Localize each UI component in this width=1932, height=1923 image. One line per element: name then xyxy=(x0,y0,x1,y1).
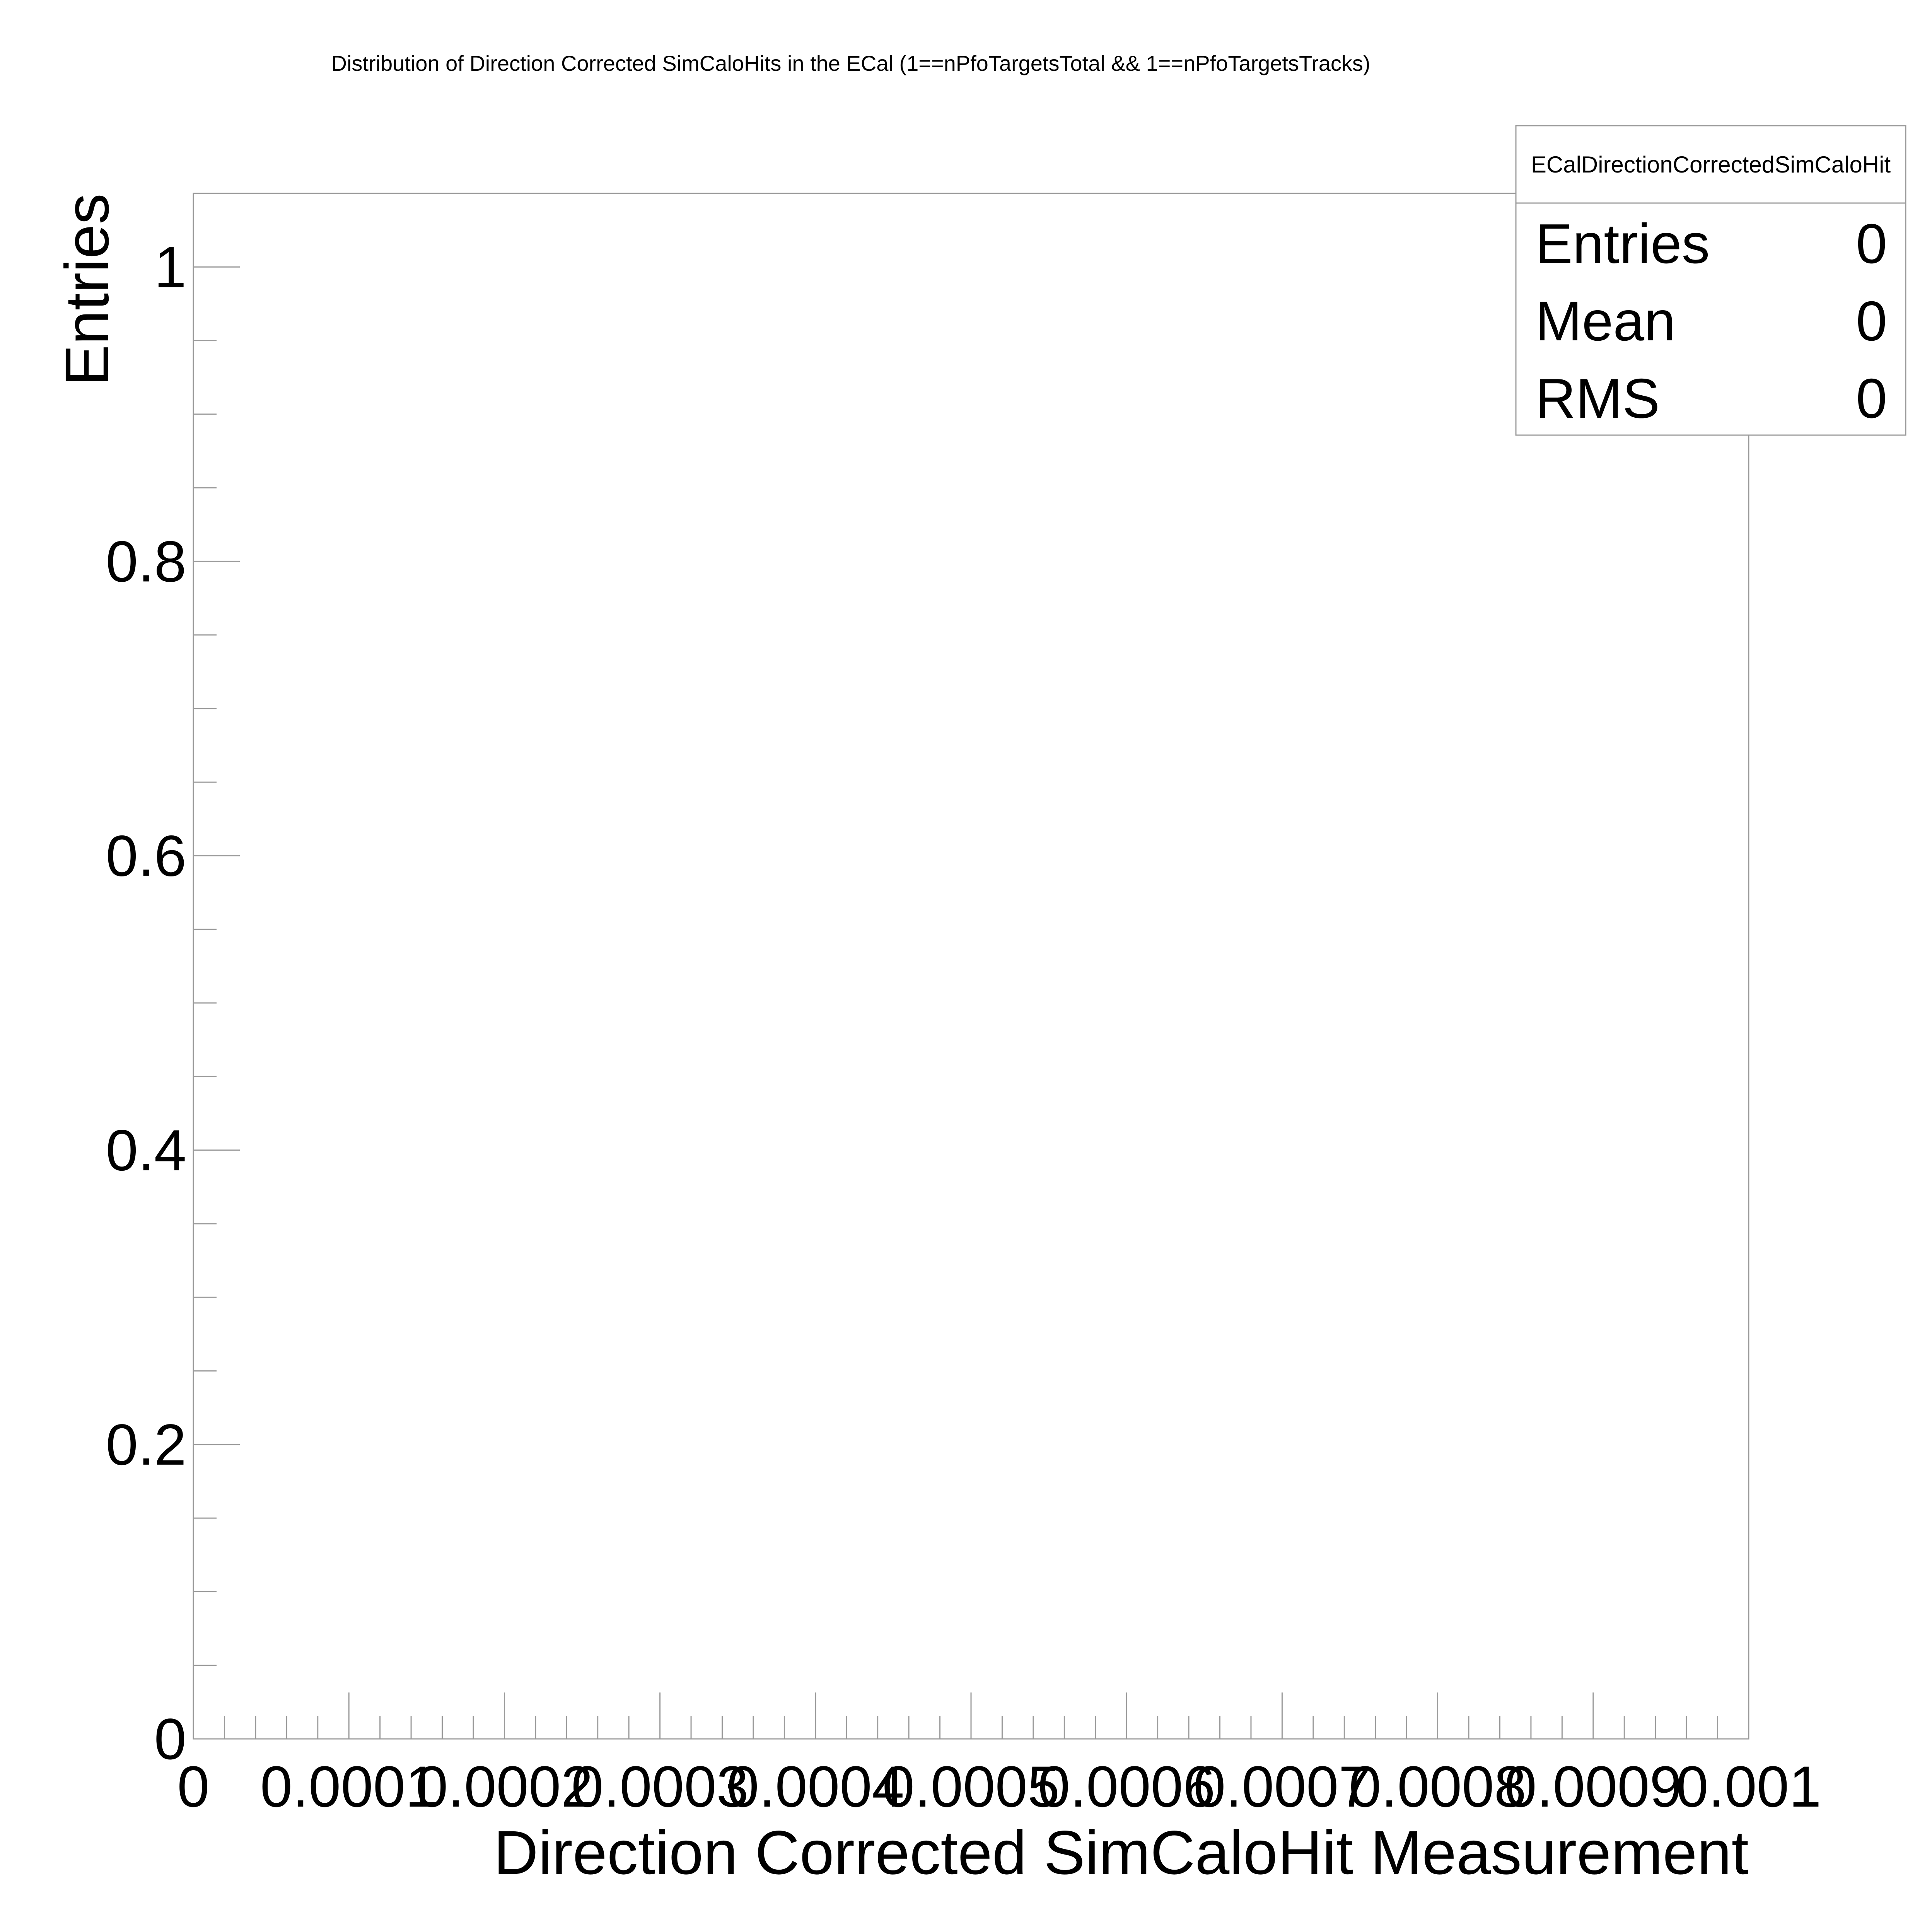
stats-entries-label: Entries xyxy=(1535,212,1710,275)
y-tick-label: 1 xyxy=(154,234,186,299)
x-tick-label: 0.001 xyxy=(1676,1754,1821,1819)
stats-entries-value: 0 xyxy=(1856,212,1887,275)
y-tick-label: 0 xyxy=(154,1706,186,1771)
x-axis-ticks: 0 0.00010.00020.00030.00040.00050.00060.0… xyxy=(177,1692,1821,1819)
stats-box-frame xyxy=(1515,125,1906,436)
x-tick-label: 0.0005 xyxy=(882,1754,1060,1819)
stats-box-title: ECalDirectionCorrectedSimCaloHit xyxy=(1531,152,1891,178)
stats-mean-value: 0 xyxy=(1856,290,1887,352)
x-tick-label: 0 xyxy=(177,1754,209,1819)
stats-rms-value: 0 xyxy=(1856,367,1887,430)
stats-mean-label: Mean xyxy=(1535,290,1676,352)
x-axis-title: Direction Corrected SimCaloHit Measureme… xyxy=(493,1818,1749,1887)
y-tick-label: 0.2 xyxy=(106,1412,186,1477)
x-tick-label: 0.0001 xyxy=(260,1754,438,1819)
x-tick-label: 0.0009 xyxy=(1504,1754,1682,1819)
y-axis-title: Entries xyxy=(52,193,121,386)
y-tick-label: 0.4 xyxy=(106,1118,186,1183)
y-axis-ticks: 0 0.2 0.4 0.6 0.8 1 xyxy=(106,193,240,1771)
x-tick-label: 0.0006 xyxy=(1038,1754,1215,1819)
stats-box: ECalDirectionCorrectedSimCaloHit Entries… xyxy=(1515,125,1906,436)
x-tick-label: 0.0007 xyxy=(1193,1754,1371,1819)
x-tick-label: 0.0004 xyxy=(727,1754,904,1819)
y-tick-label: 0.6 xyxy=(106,823,186,888)
x-tick-label: 0.0002 xyxy=(416,1754,593,1819)
chart-title: Distribution of Direction Corrected SimC… xyxy=(331,51,1370,75)
x-tick-label: 0.0003 xyxy=(571,1754,749,1819)
stats-rms-label: RMS xyxy=(1535,367,1660,430)
x-tick-label: 0.0008 xyxy=(1349,1754,1526,1819)
y-tick-label: 0.8 xyxy=(106,529,186,594)
